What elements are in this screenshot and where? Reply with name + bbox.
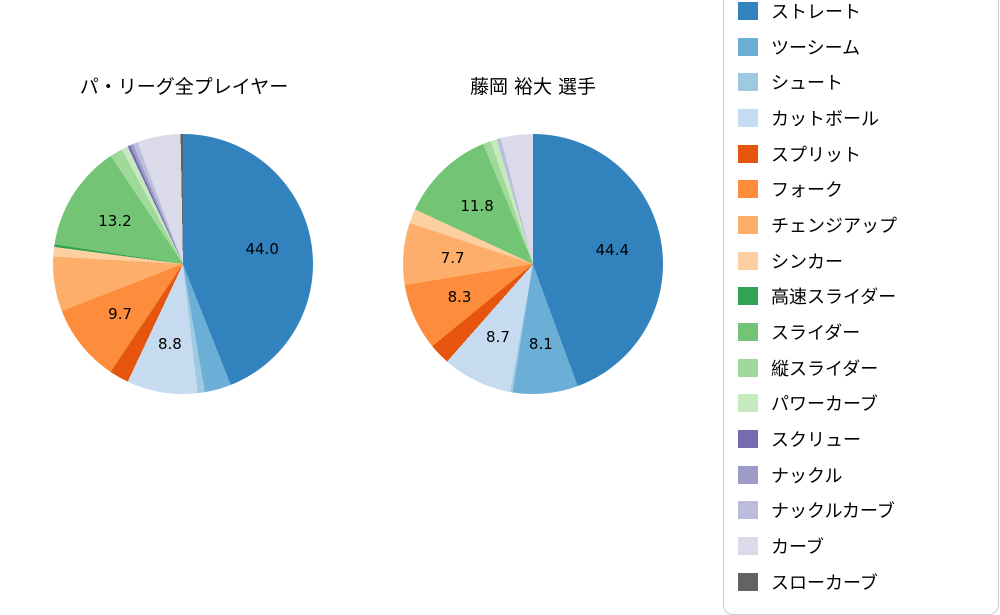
legend-swatch [738,144,758,163]
legend-item: チェンジアップ [738,207,988,243]
legend-swatch [738,180,758,199]
legend-swatch [738,73,758,92]
slice-label: 44.0 [245,239,279,258]
legend-swatch [738,37,758,56]
legend-label: 縦スライダー [771,358,879,380]
legend-label: パワーカーブ [771,394,878,416]
legend-swatch [738,430,758,449]
legend-item: カットボール [738,100,988,136]
slice-label: 13.2 [98,211,132,230]
legend: ストレートツーシームシュートカットボール スプリットフォークチェンジアップ シンカー… [723,0,999,615]
legend-label: スクリュー [771,430,861,452]
legend-item: スライダー [738,314,988,350]
legend-item: ナックルカーブ [738,493,988,529]
legend-item: シュート [738,64,988,100]
legend-item: スクリュー [738,421,988,457]
legend-label: ナックル [771,465,843,487]
legend-item: シンカー [738,243,988,279]
legend-item: 縦スライダー [738,350,988,386]
legend-label: シュート [771,73,843,95]
pitch-type-comparison-figure: パ・リーグ全プレイヤー 藤岡 裕大 選手 44.0 8.8 9.7 13.2 44.4… [53,0,999,615]
legend-label: チェンジアップ [771,215,897,237]
legend-item: ツーシーム [738,29,988,65]
slice-label: 8.1 [528,335,553,354]
legend-item: 高速スライダー [738,279,988,315]
legend-swatch [738,358,758,377]
legend-label: カーブ [771,537,824,559]
legend-swatch [738,1,758,20]
legend-swatch [738,501,758,520]
legend-item: フォーク [738,171,988,207]
slice-label: 7.7 [440,248,465,267]
legend-swatch [738,465,758,484]
legend-label: ストレート [771,1,861,23]
legend-item: パワーカーブ [738,386,988,422]
legend-item: ナックル [738,457,988,493]
legend-item: スプリット [738,136,988,172]
legend-swatch [738,323,758,342]
left-chart-title: パ・リーグ全プレイヤー [79,76,289,98]
slice-label: 8.8 [157,334,182,353]
legend-label: フォーク [771,180,843,202]
legend-label: スローカーブ [771,572,878,594]
legend-label: スライダー [771,323,861,345]
slice-label: 11.8 [460,196,494,215]
legend-item: カーブ [738,528,988,564]
legend-label: カットボール [771,108,879,130]
legend-item: ストレート [738,0,988,29]
legend-swatch [738,537,758,556]
legend-label: 高速スライダー [771,287,897,309]
legend-swatch [738,108,758,127]
legend-swatch [738,394,758,413]
legend-label: シンカー [771,251,843,273]
legend-label: ツーシーム [771,37,861,59]
legend-swatch [738,215,758,234]
slice-label: 44.4 [595,240,630,259]
legend-label: ナックルカーブ [771,501,895,523]
slice-label: 8.3 [447,288,472,307]
pie-chart-league-all-players: 44.0 8.8 9.7 13.2 [53,134,313,394]
pie-chart-player-fujioka: 44.4 8.1 8.7 8.3 7.7 11.8 [403,134,663,394]
legend-swatch [738,572,758,591]
legend-swatch [738,251,758,270]
right-chart-title: 藤岡 裕大 選手 [469,76,597,98]
legend-swatch [738,287,758,306]
legend-item: スローカーブ [738,564,988,600]
slice-label: 9.7 [108,305,133,324]
legend-label: スプリット [771,144,861,166]
slice-label: 8.7 [486,327,510,346]
